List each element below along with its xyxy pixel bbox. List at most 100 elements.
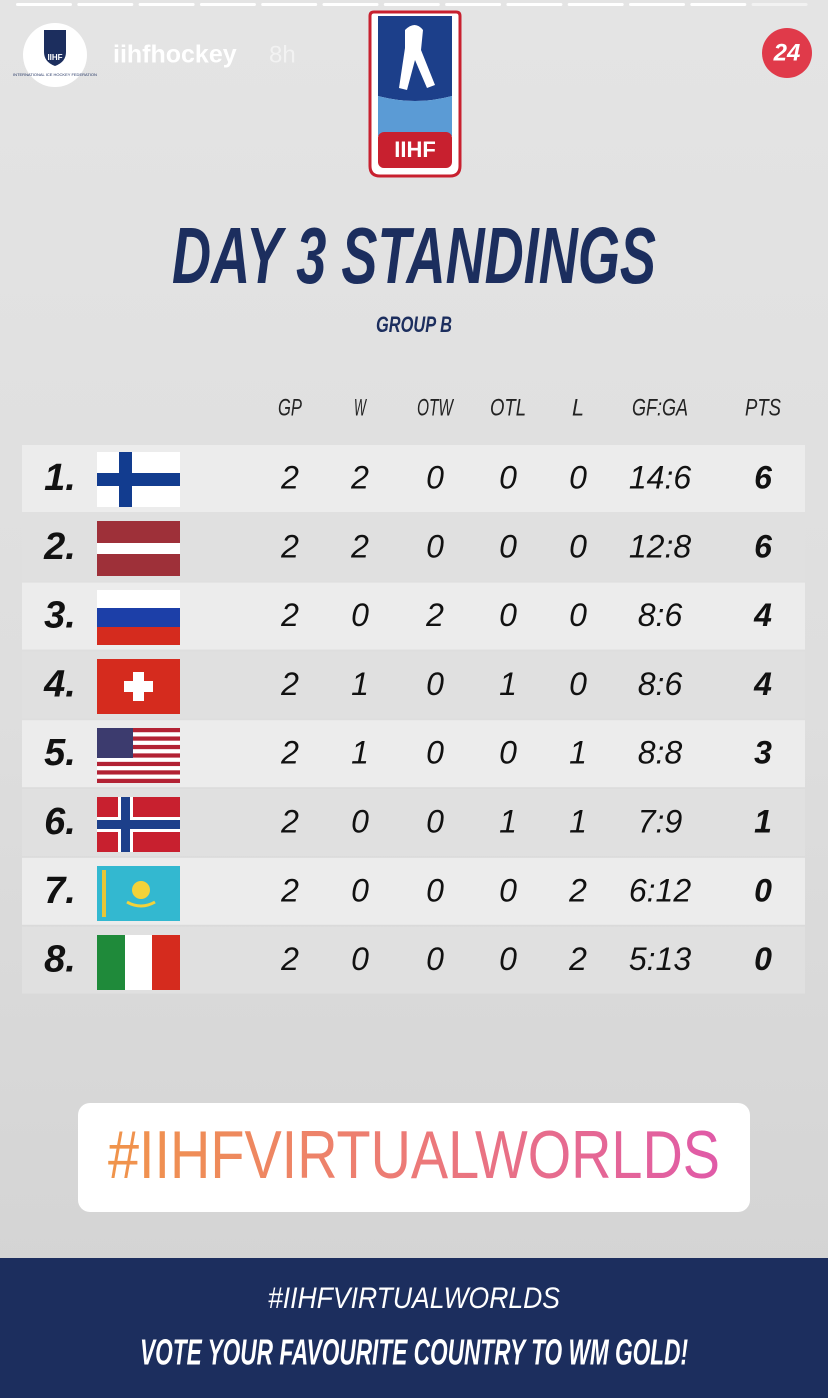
stat-cell: 1 xyxy=(569,803,587,839)
stat-cell: 1 xyxy=(351,735,369,771)
story-progress xyxy=(16,3,808,6)
stat-cell: 8:8 xyxy=(638,735,683,771)
rank: 8. xyxy=(44,939,76,981)
flag-canton xyxy=(97,728,133,758)
points: 1 xyxy=(754,803,772,839)
flag-stripe xyxy=(97,761,180,767)
rank: 1. xyxy=(44,457,76,499)
stat-cell: 2 xyxy=(280,666,299,702)
stat-cell: 7:9 xyxy=(638,803,683,839)
points: 3 xyxy=(754,735,772,771)
stat-cell: 0 xyxy=(426,803,444,839)
stat-cell: 8:6 xyxy=(638,597,683,633)
stat-cell: 0 xyxy=(426,666,444,702)
rank: 6. xyxy=(44,801,76,843)
stat-cell: 0 xyxy=(569,666,587,702)
column-header: OTL xyxy=(490,394,526,421)
footer-hashtag: #IIHFVIRTUALWORLDS xyxy=(268,1282,560,1315)
stat-cell: 0 xyxy=(426,735,444,771)
rank: 5. xyxy=(44,732,76,774)
stat-cell: 2 xyxy=(280,597,299,633)
stat-cell: 1 xyxy=(499,803,517,839)
progress-segment xyxy=(138,3,195,6)
badge-text: 24 xyxy=(773,39,801,66)
flag xyxy=(97,659,180,714)
footer-band xyxy=(0,1258,828,1398)
rank: 3. xyxy=(44,595,76,637)
progress-segment xyxy=(445,3,502,6)
stat-cell: 6:12 xyxy=(629,872,691,908)
flag xyxy=(97,728,180,783)
stat-cell: 2 xyxy=(350,459,369,495)
progress-segment xyxy=(629,3,685,6)
points: 6 xyxy=(754,528,772,564)
progress-segment xyxy=(261,3,318,6)
stat-cell: 0 xyxy=(351,803,369,839)
stat-cell: 5:13 xyxy=(629,941,691,977)
stat-cell: 2 xyxy=(425,597,444,633)
sticker-text: #IIHFVIRTUALWORLDS xyxy=(108,1117,720,1193)
stat-cell: 2 xyxy=(568,941,587,977)
stat-cell: 0 xyxy=(499,459,517,495)
post-time: 8h xyxy=(269,41,296,68)
rank: 4. xyxy=(43,663,76,705)
sticker[interactable] xyxy=(78,1103,750,1212)
rank: 7. xyxy=(44,870,76,912)
stat-cell: 0 xyxy=(426,459,444,495)
progress-segment xyxy=(383,3,440,6)
stat-cell: 0 xyxy=(569,528,587,564)
progress-segment xyxy=(690,3,747,6)
flag xyxy=(97,935,180,990)
progress-segment xyxy=(506,3,563,6)
stat-cell: 14:6 xyxy=(629,459,691,495)
subtitle: GROUP B xyxy=(376,312,452,337)
stat-cell: 1 xyxy=(569,735,587,771)
flag-stripe xyxy=(97,770,180,775)
stat-cell: 2 xyxy=(568,872,587,908)
avatar-logo: IIHF xyxy=(47,53,62,62)
flag-stripe xyxy=(97,753,180,758)
iihf-logo: IIHF xyxy=(368,10,462,178)
rank: 2. xyxy=(43,526,76,568)
flag-stripe xyxy=(97,744,180,750)
stat-cell: 1 xyxy=(499,666,517,702)
stat-cell: 8:6 xyxy=(638,666,683,702)
stat-cell: 0 xyxy=(499,528,517,564)
flag xyxy=(97,590,180,645)
column-header: GP xyxy=(278,394,302,421)
progress-segment xyxy=(77,3,134,6)
column-header: L xyxy=(572,394,584,421)
flag xyxy=(97,452,180,507)
stat-cell: 0 xyxy=(426,872,444,908)
stat-cell: 2 xyxy=(280,459,299,495)
column-header: OTW xyxy=(417,394,455,421)
stat-cell: 0 xyxy=(499,872,517,908)
stat-cell: 0 xyxy=(569,459,587,495)
title: DAY 3 STANDINGS xyxy=(172,211,656,300)
points: 6 xyxy=(754,459,772,495)
stat-cell: 0 xyxy=(426,528,444,564)
stat-cell: 0 xyxy=(499,735,517,771)
account-name[interactable]: iihfhockey xyxy=(113,41,237,69)
footer-text: VOTE YOUR FAVOURITE COUNTRY TO WM GOLD! xyxy=(140,1332,688,1373)
progress-segment xyxy=(16,3,72,6)
flag-stripe xyxy=(97,778,180,783)
flag xyxy=(97,866,180,921)
logo-text: IIHF xyxy=(394,137,436,162)
stat-cell: 0 xyxy=(499,941,517,977)
badge[interactable] xyxy=(762,28,812,78)
progress-segment xyxy=(322,3,379,6)
stat-cell: 2 xyxy=(280,528,299,564)
progress-segment xyxy=(751,3,808,6)
stat-cell: 12:8 xyxy=(629,528,691,564)
stat-cell: 0 xyxy=(499,597,517,633)
stat-cell: 1 xyxy=(351,666,369,702)
stat-cell: 2 xyxy=(280,872,299,908)
stat-cell: 2 xyxy=(280,941,299,977)
points: 0 xyxy=(754,872,772,908)
progress-segment xyxy=(199,3,256,6)
column-header: W xyxy=(354,394,367,421)
flag xyxy=(97,521,180,576)
flag-stripe xyxy=(97,728,180,733)
